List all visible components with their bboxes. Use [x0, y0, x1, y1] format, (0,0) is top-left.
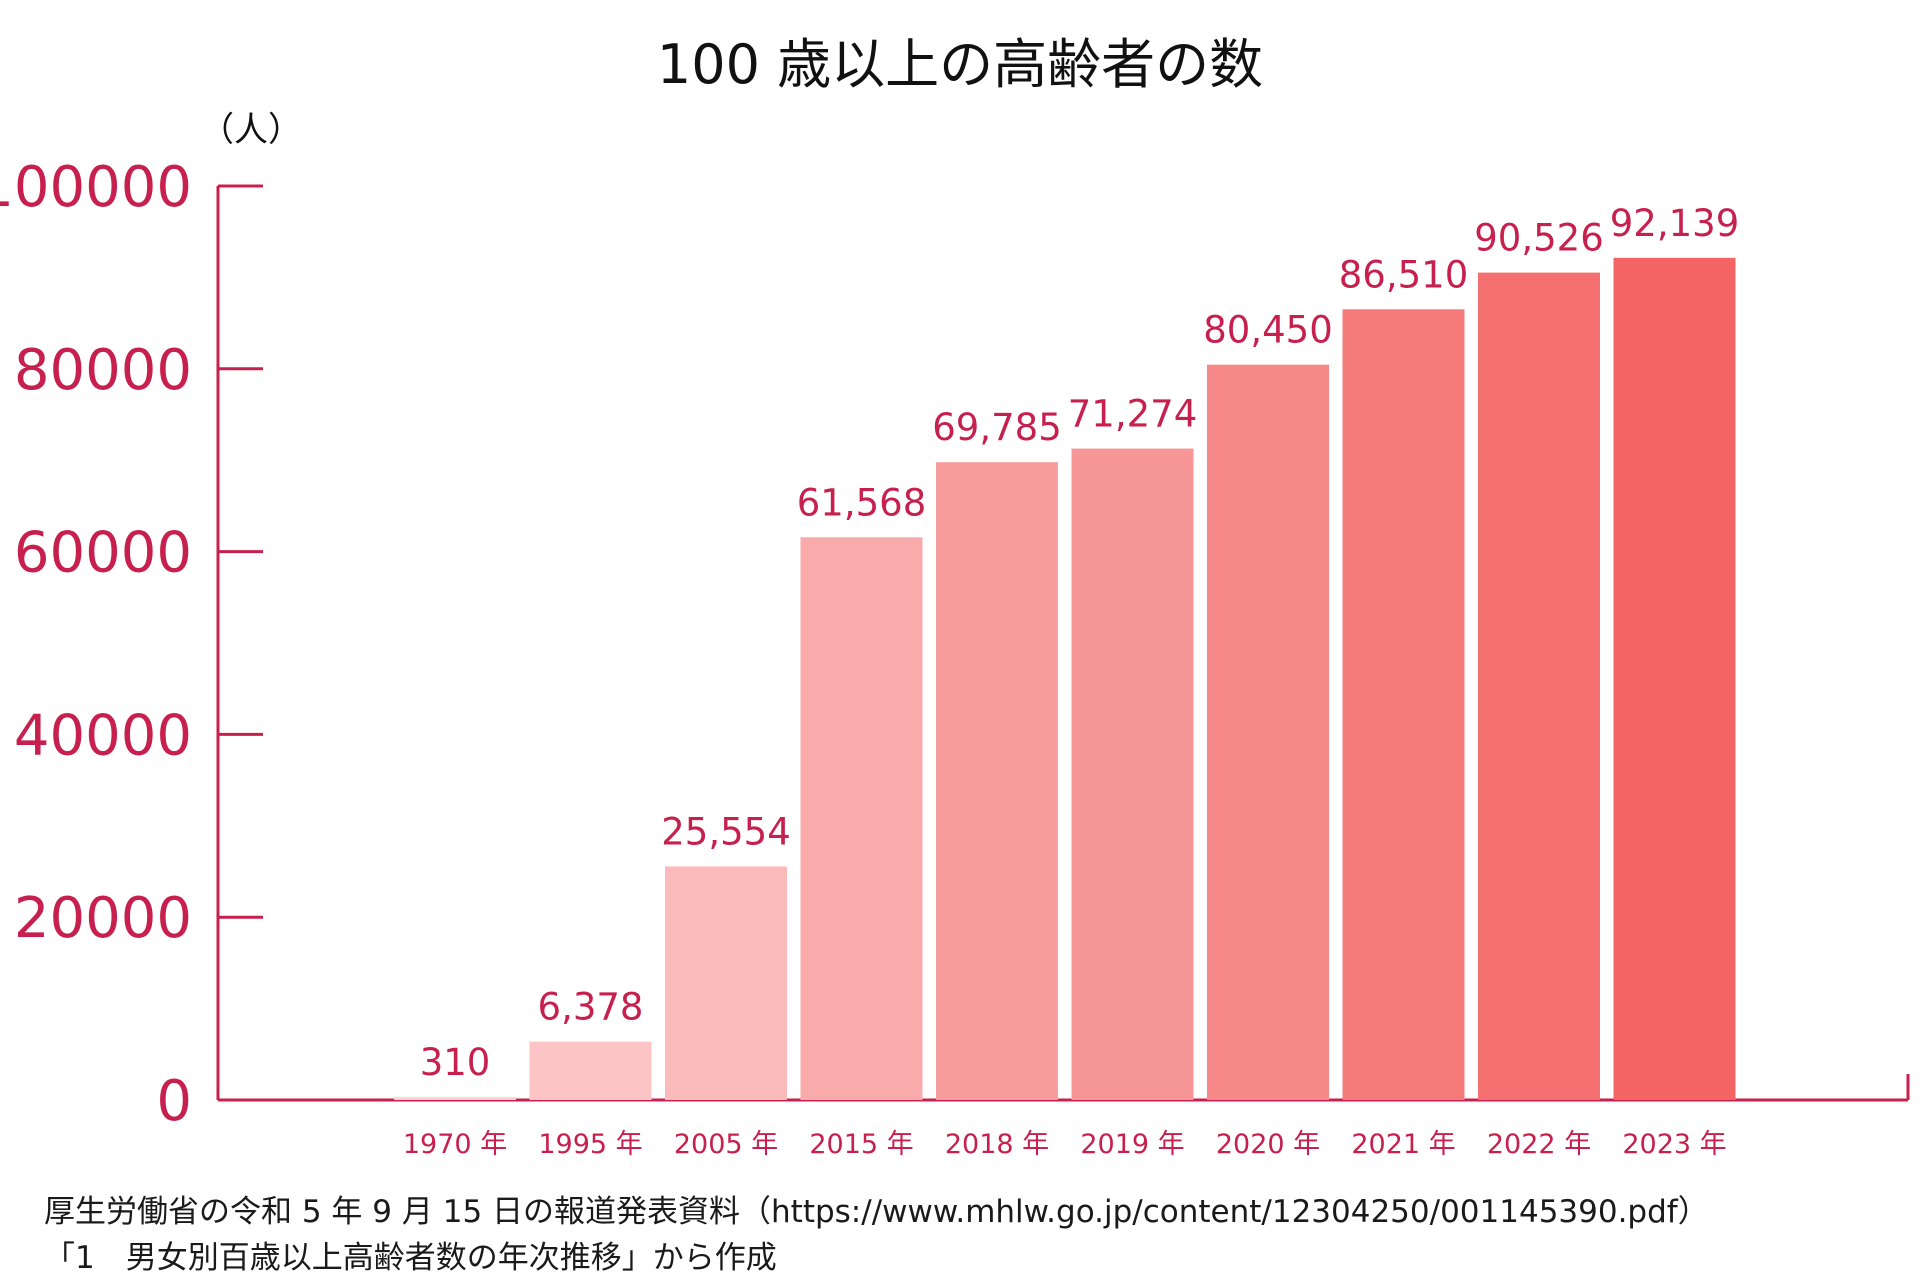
x-tick-label: 2019 年	[1080, 1129, 1184, 1160]
y-tick-label: 40000	[14, 703, 192, 768]
data-label: 90,526	[1474, 217, 1603, 260]
data-label: 25,554	[661, 810, 790, 853]
y-tick-label: 20000	[14, 886, 192, 951]
y-axis-unit-label: （人）	[200, 110, 302, 150]
bar	[665, 866, 787, 1100]
bar	[1613, 257, 1736, 1100]
bar	[800, 537, 923, 1100]
chart-title: 100 歳以上の高齢者の数	[656, 33, 1264, 96]
source-note-line1: 厚生労働省の令和 5 年 9 月 15 日の報道発表資料（https://www…	[44, 1194, 1709, 1230]
data-labels: 310 1970 年 6,378 1995 年 25,554 2005 年 61,568 20…	[403, 202, 1739, 1160]
x-tick-label: 2020 年	[1216, 1129, 1320, 1160]
axes: 0 20000 40000 60000 80000 100000	[0, 155, 1910, 1134]
bar	[1478, 272, 1600, 1100]
x-tick-label: 2021 年	[1351, 1129, 1455, 1160]
data-label: 6,378	[538, 986, 644, 1029]
bar	[936, 462, 1058, 1100]
y-tick-label: 80000	[14, 338, 192, 403]
data-label: 86,510	[1339, 253, 1468, 296]
x-tick-label: 1995 年	[538, 1129, 642, 1160]
y-tick-label: 100000	[0, 155, 192, 220]
bars	[394, 257, 1736, 1101]
bar	[1071, 448, 1194, 1100]
x-tick-label: 1970 年	[403, 1129, 507, 1160]
source-note-line2: 「1 男女別百歳以上高齢者数の年次推移」から作成	[44, 1240, 777, 1276]
bar	[1342, 309, 1465, 1101]
y-tick-label: 0	[156, 1069, 192, 1134]
data-label: 92,139	[1610, 202, 1739, 245]
x-tick-label: 2023 年	[1622, 1129, 1726, 1160]
bar	[394, 1097, 516, 1100]
data-label: 80,450	[1203, 309, 1332, 352]
x-tick-label: 2005 年	[674, 1129, 778, 1160]
x-tick-label: 2015 年	[809, 1129, 913, 1160]
data-label: 71,274	[1068, 393, 1197, 436]
data-label: 61,568	[797, 481, 926, 524]
bar	[1207, 364, 1329, 1100]
x-tick-label: 2018 年	[945, 1129, 1049, 1160]
data-label: 69,785	[932, 406, 1061, 449]
x-tick-label: 2022 年	[1487, 1129, 1591, 1160]
y-tick-label: 60000	[14, 521, 192, 586]
bar	[529, 1041, 652, 1100]
data-label: 310	[420, 1041, 491, 1084]
